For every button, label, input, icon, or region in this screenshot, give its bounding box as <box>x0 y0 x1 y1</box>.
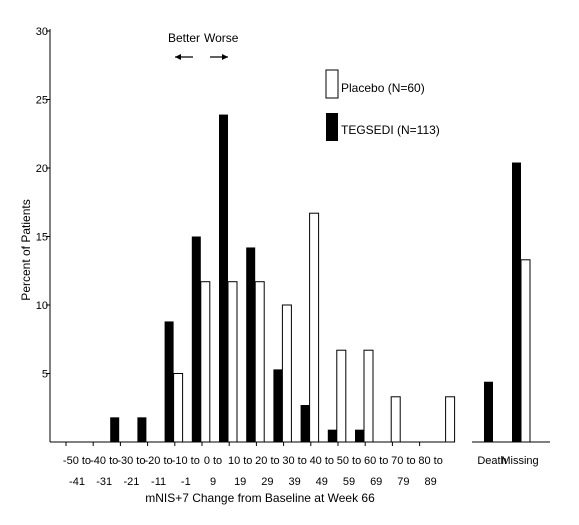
axes <box>46 29 550 446</box>
x-tick-label: -1 <box>181 476 191 488</box>
bar-placebo <box>200 281 211 443</box>
legend: Placebo (N=60) TEGSEDI (N=113) <box>325 69 440 141</box>
legend-label-tegsedi: TEGSEDI (N=113) <box>341 123 440 137</box>
x-tick-label: 29 <box>261 476 273 488</box>
x-tick-label: -40 to <box>90 455 118 467</box>
legend-swatch-tegsedi <box>326 113 338 141</box>
x-tick-label: -41 <box>69 476 85 488</box>
x-tick-label: 60 to <box>364 455 388 467</box>
bar-placebo <box>336 349 347 443</box>
bar-tegsedi <box>327 429 337 442</box>
x-tick-label: 49 <box>316 476 328 488</box>
bar-tegsedi <box>355 429 364 442</box>
bars <box>110 114 531 443</box>
direction-indicator: Better Worse <box>168 31 239 60</box>
bar-placebo <box>281 304 292 443</box>
y-axis-title: Percent of Patients <box>19 199 33 300</box>
x-tick-label: -10 to <box>172 455 200 467</box>
x-tick-label: 20 to <box>255 455 279 467</box>
bar-placebo <box>520 259 531 443</box>
x-tick-label: -11 <box>151 476 166 488</box>
bar-tegsedi <box>164 321 174 442</box>
x-tick-label: 19 <box>234 476 246 488</box>
y-tick-label: 30 <box>36 26 48 38</box>
left-arrow-icon <box>175 54 193 60</box>
x-tick-label: 0 to <box>204 455 222 467</box>
bar-tegsedi <box>484 381 493 442</box>
y-tick-label: 5 <box>42 369 48 381</box>
legend-label-placebo: Placebo (N=60) <box>341 81 425 95</box>
x-tick-label-extra: Missing <box>501 455 538 467</box>
x-tick-label: 69 <box>370 476 382 488</box>
bar-placebo <box>445 396 456 443</box>
x-tick-label: -20 to <box>145 455 173 467</box>
bar-tegsedi <box>137 417 147 442</box>
bar-tegsedi <box>273 369 283 442</box>
x-tick-label: 39 <box>288 476 300 488</box>
legend-swatch-placebo <box>325 69 339 99</box>
x-tick-label: 30 to <box>282 455 306 467</box>
bar-placebo <box>309 212 320 443</box>
bar-placebo <box>254 281 265 443</box>
bar-placebo <box>173 373 184 443</box>
bar-tegsedi <box>219 114 228 442</box>
y-tick-label: 25 <box>36 95 48 107</box>
x-tick-label: -30 to <box>117 455 145 467</box>
x-tick-label: 79 <box>397 476 409 488</box>
bar-tegsedi <box>246 247 256 442</box>
worse-label: Worse <box>204 31 239 45</box>
x-tick-label: -50 to <box>63 455 91 467</box>
better-label: Better <box>168 31 200 45</box>
bar-placebo <box>363 349 374 443</box>
x-tick-label: 50 to <box>337 455 361 467</box>
x-tick-label: 70 to <box>391 455 415 467</box>
y-tick-label: 15 <box>36 232 48 244</box>
x-tick-label: 10 to <box>228 455 252 467</box>
x-tick-label: -21 <box>123 476 139 488</box>
x-tick-label: 89 <box>424 476 436 488</box>
y-tick-label: 10 <box>36 300 48 312</box>
x-tick-label: 59 <box>343 476 355 488</box>
x-tick-label-extra: Death <box>477 455 506 467</box>
bar-tegsedi <box>300 405 310 442</box>
right-arrow-icon <box>210 54 228 60</box>
bar-tegsedi <box>191 236 201 442</box>
x-tick-label: -31 <box>96 476 112 488</box>
bar-tegsedi <box>512 162 521 442</box>
x-axis-title: mNIS+7 Change from Baseline at Week 66 <box>145 491 375 505</box>
tick-labels: 5 10 15 20 25 30 -50 to -41 -40 to -31 -30 to -21 -2… <box>36 26 539 488</box>
x-tick-label: 40 to <box>310 455 334 467</box>
bar-tegsedi <box>110 417 120 442</box>
bar-placebo <box>390 396 401 443</box>
bar-placebo <box>227 281 238 443</box>
y-tick-label: 20 <box>36 163 48 175</box>
x-tick-label: 80 to <box>418 455 442 467</box>
x-tick-label: 9 <box>210 476 216 488</box>
